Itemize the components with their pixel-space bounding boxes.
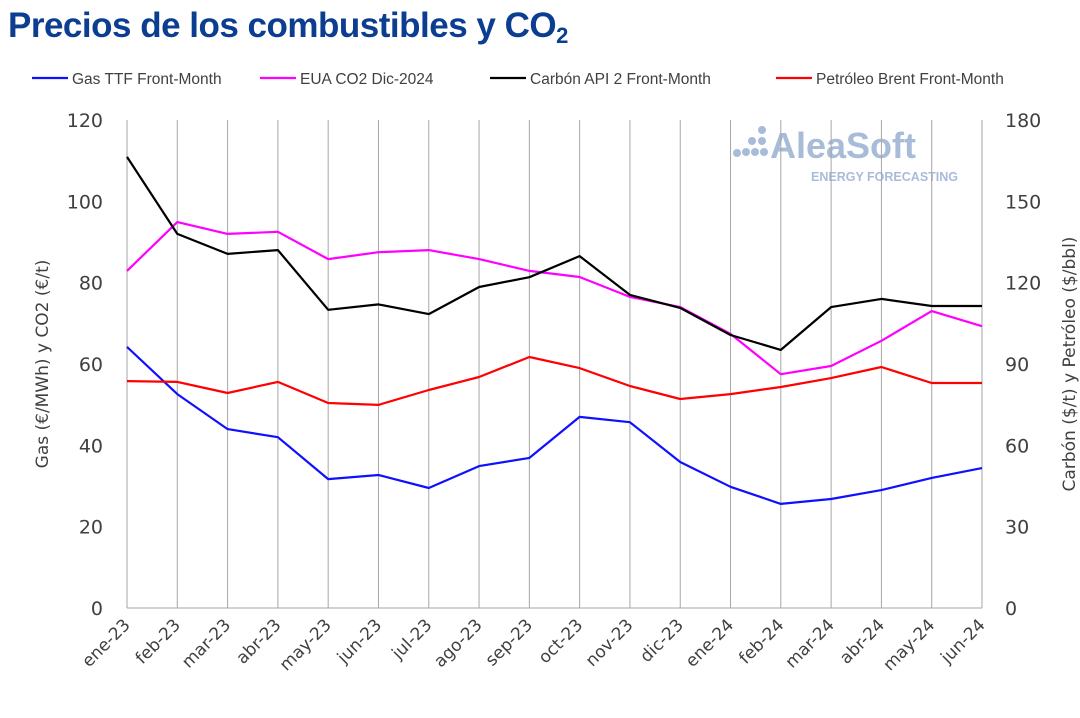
x-tick-label: mar-24	[782, 615, 839, 672]
series-line-petr-leo-brent-front-month	[126, 355, 982, 406]
logo-dot-icon	[758, 126, 766, 134]
x-tick-label: feb-23	[132, 615, 185, 668]
y2-tick-label: 120	[1005, 273, 1041, 295]
x-tick-label: jun-23	[333, 615, 386, 668]
y-tick-label: 20	[79, 517, 103, 539]
y-tick-label: 80	[79, 273, 103, 295]
series-line-gas-ttf-front-month	[126, 346, 983, 505]
x-tick-label: ene-23	[78, 615, 134, 671]
logo-dot-icon	[758, 137, 766, 145]
y-tick-label: 60	[79, 354, 103, 376]
x-tick-label: oct-23	[535, 615, 587, 667]
x-tick-label: dic-23	[636, 615, 687, 666]
y-tick-label: 40	[79, 435, 103, 457]
logo-tagline: ENERGY FORECASTING	[811, 170, 958, 184]
x-tick-label: nov-23	[582, 615, 638, 671]
legend-label: Carbón API 2 Front-Month	[530, 71, 711, 88]
x-tick-label: mar-23	[178, 615, 235, 672]
y-tick-label: 120	[67, 110, 103, 132]
series-line-eua-co2-dic-2024	[126, 221, 983, 376]
x-tick-label: may-24	[879, 615, 939, 675]
logo-name: AleaSoft	[770, 125, 916, 166]
logo-dot-icon	[748, 137, 756, 145]
y-axis-label: Gas (€/MWh) y CO2 (€/t)	[33, 260, 53, 469]
y2-tick-label: 60	[1005, 435, 1029, 457]
y2-axis-label: Carbón ($/t) y Petróleo ($/bbl)	[1060, 237, 1080, 492]
x-tick-label: may-23	[276, 615, 336, 675]
chart-title: Precios de los combustibles y CO2	[8, 6, 568, 49]
y2-tick-label: 0	[1005, 598, 1017, 620]
legend-label: Gas TTF Front-Month	[72, 71, 222, 88]
x-tick-label: feb-24	[735, 615, 788, 668]
title-text: Precios de los combustibles y CO	[8, 6, 557, 45]
x-tick-label: sep-23	[482, 615, 537, 670]
y2-tick-label: 90	[1005, 354, 1029, 376]
title-subscript: 2	[556, 23, 568, 48]
y-tick-label: 0	[91, 598, 103, 620]
logo-dot-icon	[751, 148, 759, 156]
x-tick-label: jul-23	[388, 615, 437, 664]
y2-tick-label: 150	[1005, 191, 1041, 213]
logo-dot-icon	[742, 148, 750, 156]
y2-tick-label: 180	[1005, 110, 1041, 132]
legend-label: EUA CO2 Dic-2024	[300, 71, 434, 88]
y2-tick-label: 30	[1005, 517, 1029, 539]
series-line-carb-n-api-2-front-month	[126, 156, 982, 351]
legend-label: Petróleo Brent Front-Month	[816, 71, 1004, 88]
logo-dot-icon	[733, 149, 741, 157]
y-tick-label: 100	[67, 191, 103, 213]
logo-dot-icon	[760, 148, 768, 156]
x-tick-label: ene-24	[682, 615, 738, 671]
x-tick-label: ago-23	[430, 615, 486, 671]
x-tick-label: jun-24	[936, 615, 989, 668]
